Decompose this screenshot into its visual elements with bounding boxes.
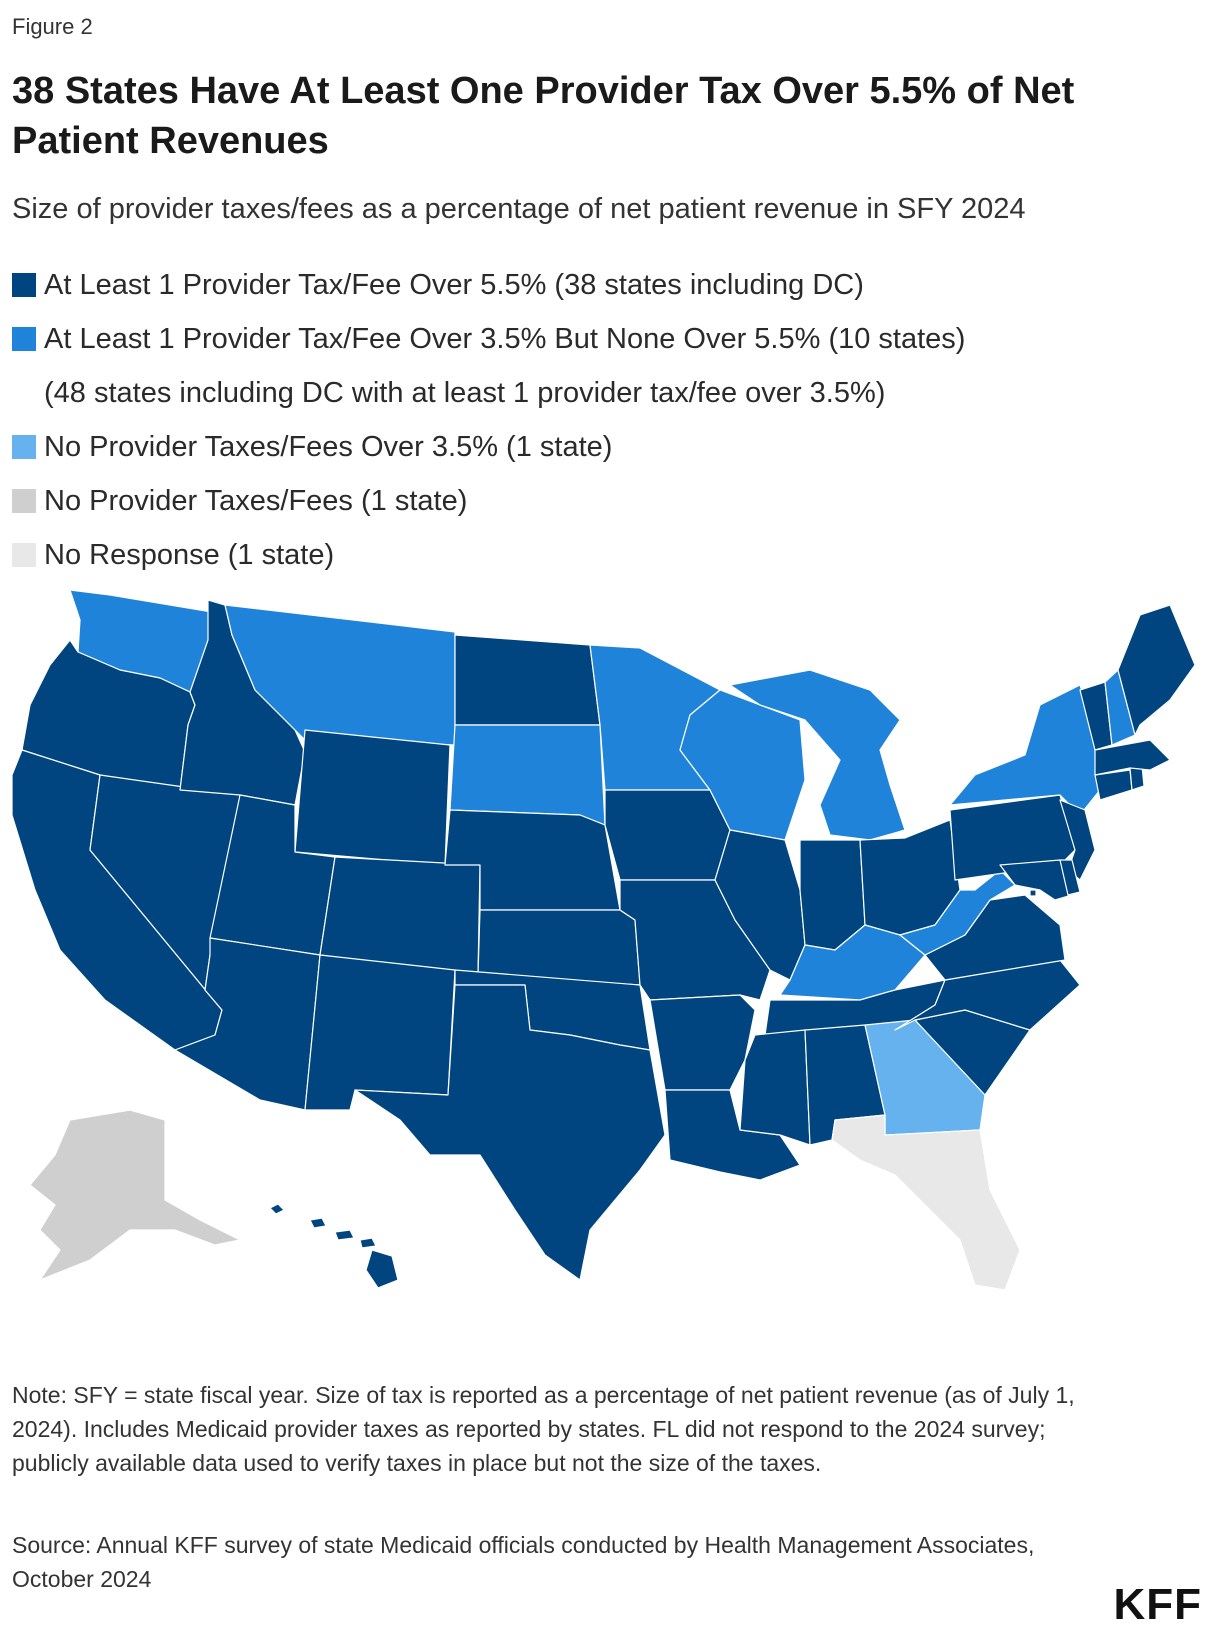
us-map-svg xyxy=(11,590,1196,1291)
legend-swatch xyxy=(12,435,36,459)
chart-title: 38 States Have At Least One Provider Tax… xyxy=(12,70,1075,162)
state-wv[interactable] xyxy=(899,869,1016,956)
source-note: Source: Annual KFF survey of state Medic… xyxy=(12,1532,1035,1592)
state-nj[interactable] xyxy=(1059,799,1096,881)
legend-label: No Provider Taxes/Fees (1 state) xyxy=(44,484,468,517)
state-hi[interactable] xyxy=(269,1203,285,1215)
legend-item-no-response: No Response (1 state) xyxy=(12,528,1202,582)
legend-swatch xyxy=(12,489,36,513)
state-dc[interactable] xyxy=(1029,889,1037,897)
state-hi-island[interactable] xyxy=(365,1249,399,1289)
state-nm[interactable] xyxy=(304,954,456,1111)
state-hi-island[interactable] xyxy=(359,1237,377,1249)
legend-swatch xyxy=(12,543,36,567)
state-ia[interactable] xyxy=(604,789,731,881)
state-wy[interactable] xyxy=(294,729,451,866)
legend-swatch xyxy=(12,327,36,351)
state-ak[interactable] xyxy=(29,1109,241,1281)
state-ms[interactable] xyxy=(739,1029,811,1146)
state-wi[interactable] xyxy=(679,689,806,841)
state-me[interactable] xyxy=(1117,604,1196,736)
legend-item-over-5-5: At Least 1 Provider Tax/Fee Over 5.5% (3… xyxy=(12,258,1202,312)
state-fl[interactable] xyxy=(831,1114,1021,1291)
state-mi[interactable] xyxy=(729,669,906,841)
state-nc[interactable] xyxy=(894,959,1081,1031)
state-hi-island[interactable] xyxy=(334,1229,355,1241)
legend-label: No Response (1 state) xyxy=(44,538,335,571)
footnote: Note: SFY = state fiscal year. Size of t… xyxy=(12,1382,1075,1476)
legend-item-no-taxes: No Provider Taxes/Fees (1 state) xyxy=(12,474,1202,528)
legend-item-none-over-3-5: No Provider Taxes/Fees Over 3.5% (1 stat… xyxy=(12,420,1202,474)
us-map xyxy=(0,590,1220,1360)
legend-item-over-3-5: At Least 1 Provider Tax/Fee Over 3.5% Bu… xyxy=(12,312,1202,366)
state-ma[interactable] xyxy=(1094,739,1171,776)
state-de[interactable] xyxy=(1059,859,1081,896)
legend-label: At Least 1 Provider Tax/Fee Over 3.5% Bu… xyxy=(44,322,966,355)
state-nd[interactable] xyxy=(454,634,601,726)
chart-subtitle: Size of provider taxes/fees as a percent… xyxy=(12,193,1026,225)
legend-note: (48 states including DC with at least 1 … xyxy=(12,366,1202,420)
state-sd[interactable] xyxy=(449,724,606,826)
legend-label: At Least 1 Provider Tax/Fee Over 5.5% (3… xyxy=(44,268,864,301)
legend-swatch xyxy=(12,273,36,297)
state-pa[interactable] xyxy=(949,794,1076,881)
legend-note-text: (48 states including DC with at least 1 … xyxy=(44,376,886,409)
kff-logo: KFF xyxy=(1113,1580,1202,1629)
state-ar[interactable] xyxy=(649,994,756,1091)
state-la[interactable] xyxy=(664,1089,801,1181)
state-tx[interactable] xyxy=(354,984,666,1281)
figure-label: Figure 2 xyxy=(12,14,93,39)
state-ny[interactable] xyxy=(949,684,1101,816)
state-hi-island[interactable] xyxy=(309,1217,327,1229)
legend: At Least 1 Provider Tax/Fee Over 5.5% (3… xyxy=(12,258,1202,582)
legend-label: No Provider Taxes/Fees Over 3.5% (1 stat… xyxy=(44,430,613,463)
